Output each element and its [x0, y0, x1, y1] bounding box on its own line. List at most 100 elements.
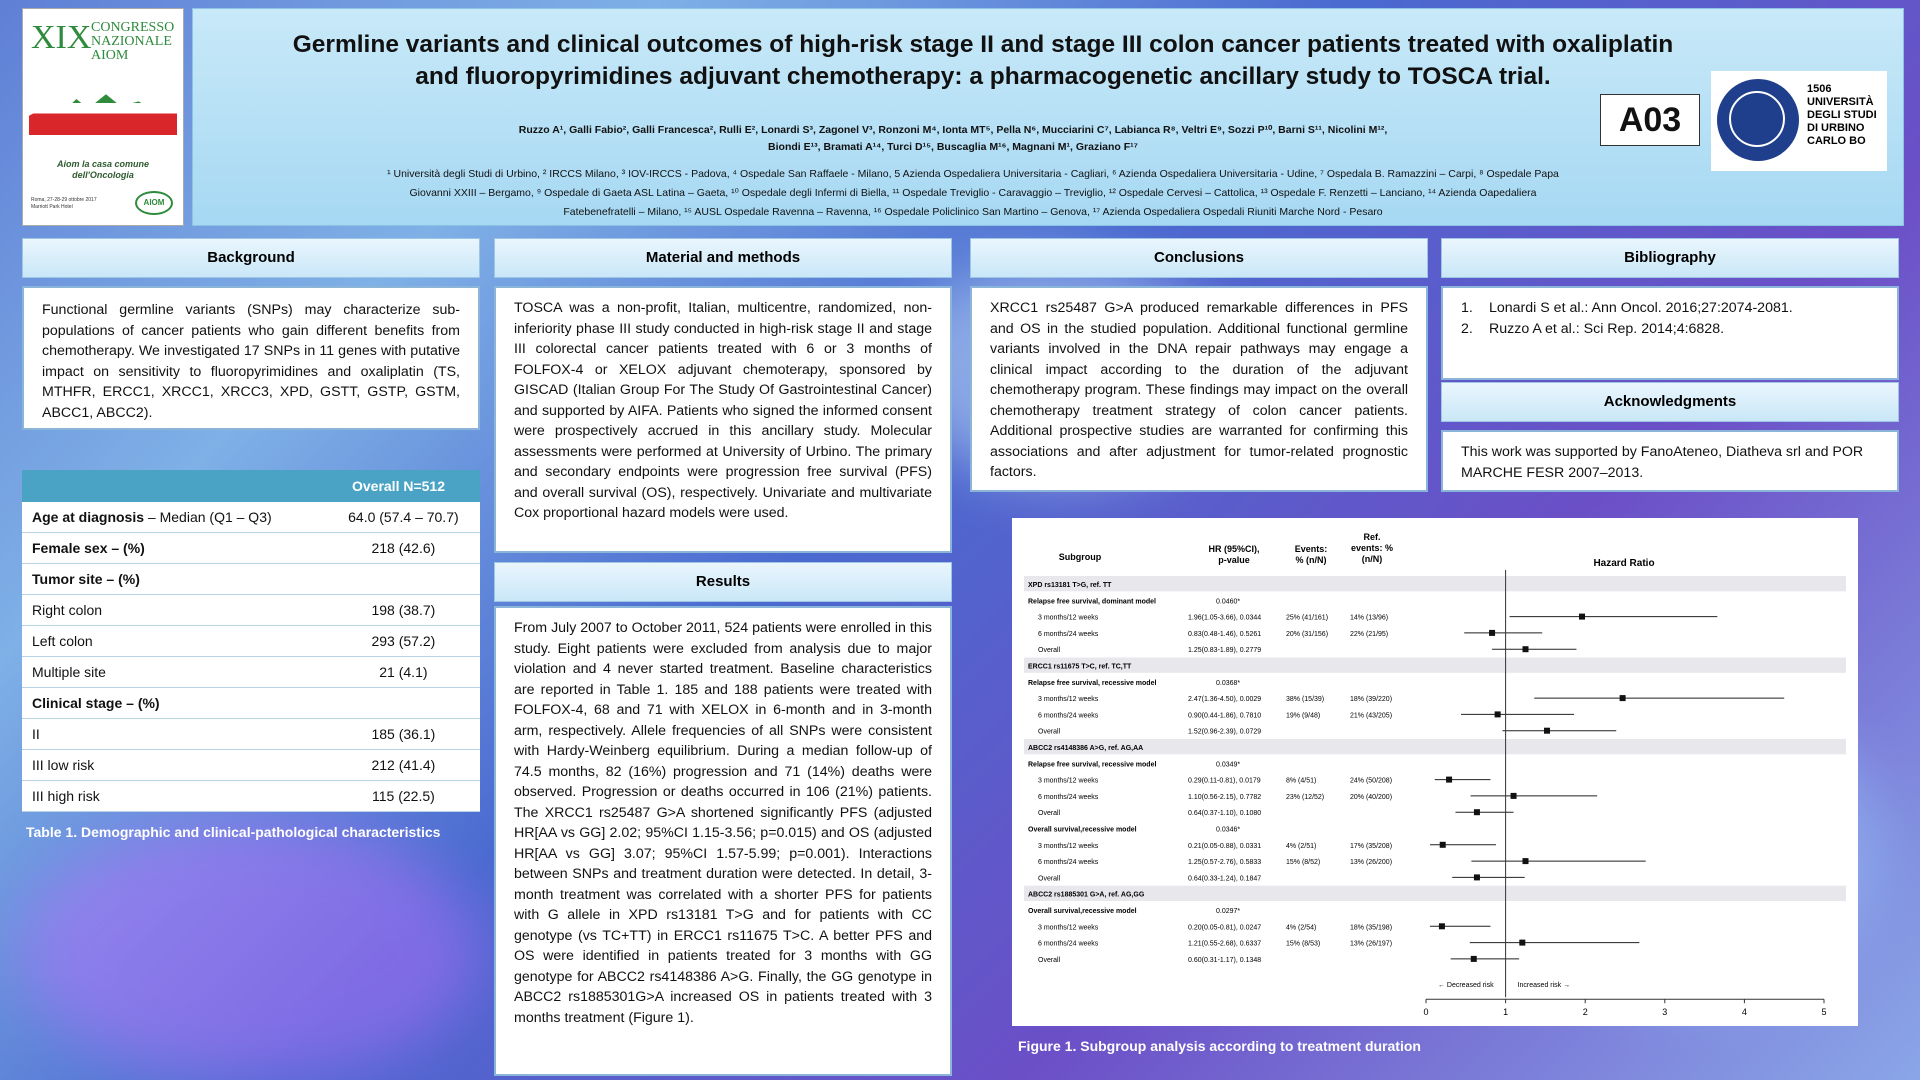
events-value: 20% (31/156)	[1286, 631, 1328, 638]
bibliography-item: 1. Lonardi S et al.: Ann Oncol. 2016;27:2…	[1461, 298, 1879, 319]
column-header-hr: HR (95%CI),	[1208, 544, 1259, 554]
model-label: Relapse free survival, recessive model	[1028, 761, 1156, 768]
results-heading: Results	[494, 562, 952, 602]
age-label: Age at diagnosis	[32, 509, 145, 525]
column-header-ref-events: (n/N)	[1362, 554, 1383, 564]
hr-value: 1.52(0.96-2.39), 0.0729	[1188, 729, 1261, 736]
column-header-events: % (n/N)	[1296, 555, 1327, 565]
events-value: 19% (9/48)	[1286, 712, 1320, 719]
logo-slogan: dell'Oncologia	[72, 170, 134, 180]
hr-point	[1438, 923, 1445, 930]
table-row: Female sex – (%) 218 (42.6)	[22, 532, 480, 564]
table-cell: Tumor site – (%)	[22, 563, 327, 595]
table-cell: 293 (57.2)	[326, 625, 480, 657]
authors-line: Biondi E¹³, Bramati A¹⁴, Turci D¹⁵, Busc…	[768, 141, 1138, 153]
congress-logo: XIX Congresso Nazionale AIOM Aiom la cas…	[22, 8, 184, 226]
row-label: 6 months/24 weeks	[1038, 712, 1099, 719]
hr-value: 0.90(0.44-1.86), 0.7810	[1188, 712, 1261, 719]
section-band	[1024, 576, 1846, 592]
table-cell: Right colon	[22, 594, 327, 626]
results-panel: From July 2007 to October 2011, 524 pati…	[494, 606, 952, 1076]
congress-org: AIOM	[91, 48, 129, 63]
row-label: 3 months/12 weeks	[1038, 924, 1099, 931]
interaction-p-value: 0.0349*	[1216, 761, 1240, 768]
decreased-risk-label: ← Decreased risk	[1438, 982, 1494, 989]
hr-value: 2.47(1.36-4.50), 0.0029	[1188, 696, 1261, 703]
table-cell: 198 (38.7)	[326, 594, 480, 626]
hr-value: 1.96(1.05-3.66), 0.0344	[1188, 615, 1261, 622]
events-value: 23% (12/52)	[1286, 794, 1324, 801]
hr-value: 1.25(0.57-2.76), 0.5833	[1188, 859, 1261, 866]
column-header-hr: p-value	[1218, 555, 1250, 565]
table-header-label: Overall N=512	[351, 478, 445, 494]
hr-point	[1470, 955, 1477, 962]
table-cell	[326, 687, 480, 719]
rome-skyline-graphic	[29, 94, 177, 135]
forest-plot: Subgroup HR (95%CI), p-value Events:% (n/N)…	[1012, 518, 1858, 1026]
bibliography-panel: 1. Lonardi S et al.: Ann Oncol. 2016;27:2…	[1441, 286, 1899, 380]
model-label: Relapse free survival, dominant model	[1028, 598, 1156, 605]
table-cell	[326, 563, 480, 595]
model-label: Overall survival,recessive model	[1028, 827, 1137, 834]
row-label: Overall	[1038, 647, 1061, 654]
row-label: 6 months/24 weeks	[1038, 941, 1099, 948]
hr-value: 0.29(0.11-0.81), 0.0179	[1188, 778, 1261, 785]
table-cell: Left colon	[22, 625, 327, 657]
column-header-ref-events: events: %	[1351, 543, 1393, 553]
events-value: 15% (8/52)	[1286, 859, 1320, 866]
conclusions-panel: XRCC1 rs25487 G>A produced remarkable di…	[970, 286, 1428, 492]
methods-heading: Material and methods	[494, 238, 952, 278]
table-cell: Clinical stage – (%)	[22, 687, 327, 719]
hr-value: 1.25(0.83-1.89), 0.2779	[1188, 647, 1261, 654]
row-label: Overall	[1038, 810, 1061, 817]
bibliography-item: 2. Ruzzo A et al.: Sci Rep. 2014;4:6828.	[1461, 319, 1879, 340]
events-value: 4% (2/51)	[1286, 843, 1316, 850]
bibliography-heading: Bibliography	[1441, 238, 1899, 278]
university-name: DEGLI STUDI	[1807, 109, 1877, 121]
acknowledgments-heading: Acknowledgments	[1441, 382, 1899, 422]
table-body: Age at diagnosis – Median (Q1 – Q3) 64.0…	[22, 502, 480, 812]
acknowledgments-text: This work was supported by FanoAteneo, D…	[1461, 444, 1864, 481]
row-label: 6 months/24 weeks	[1038, 859, 1099, 866]
bibliography-text: Lonardi S et al.: Ann Oncol. 2016;27:207…	[1489, 300, 1793, 316]
table-cell: 21 (4.1)	[326, 656, 480, 688]
events-value: 15% (8/53)	[1286, 941, 1320, 948]
ref-events-value: 13% (26/197)	[1350, 941, 1392, 948]
hr-point	[1522, 646, 1529, 653]
table-cell: Multiple site	[22, 656, 327, 688]
column-header-subgroup: Subgroup	[1059, 552, 1102, 562]
hr-point	[1579, 613, 1586, 620]
table-cell: 185 (36.1)	[326, 718, 480, 750]
ref-events-value: 13% (26/200)	[1350, 859, 1392, 866]
authors-line: Ruzzo A¹, Galli Fabio², Galli Francesca²…	[518, 124, 1388, 136]
table-cell: 64.0 (57.4 – 70.7)	[326, 502, 480, 533]
aiom-badge: AIOM	[135, 191, 173, 215]
hr-point	[1473, 874, 1480, 881]
figure-caption: Figure 1. Subgroup analysis according to…	[1018, 1038, 1421, 1054]
affiliation-line: Giovanni XXIII – Bergamo, ⁹ Ospedale di …	[409, 187, 1537, 199]
table-row: III low risk 212 (41.4)	[22, 749, 480, 781]
acknowledgments-panel: This work was supported by FanoAteneo, D…	[1441, 430, 1899, 492]
conclusions-text: XRCC1 rs25487 G>A produced remarkable di…	[990, 300, 1408, 480]
ref-events-value: 14% (13/96)	[1350, 615, 1388, 622]
affiliation-line: ¹ Università degli Studi di Urbino, ² IR…	[387, 168, 1559, 180]
table-cell: II	[22, 718, 327, 750]
hr-point	[1519, 939, 1526, 946]
section-label: ABCC2 rs1885301 G>A, ref. AG,GG	[1028, 892, 1145, 899]
table-row: III high risk 115 (22.5)	[22, 780, 480, 812]
table-cell: III high risk	[22, 780, 327, 812]
university-seal-icon	[1717, 79, 1799, 161]
table-row: Left colon 293 (57.2)	[22, 625, 480, 657]
increased-risk-label: Increased risk →	[1518, 982, 1571, 989]
table-cell: 212 (41.4)	[326, 749, 480, 781]
hr-point	[1522, 858, 1529, 865]
hr-value: 0.21(0.05-0.88), 0.0331	[1188, 843, 1261, 850]
x-tick-label: 2	[1583, 1007, 1588, 1017]
congress-name: Congresso	[91, 20, 175, 35]
ref-events-value: 20% (40/200)	[1350, 794, 1392, 801]
ref-events-value: 21% (43/205)	[1350, 712, 1392, 719]
row-label: Overall	[1038, 875, 1061, 882]
x-tick-label: 1	[1503, 1007, 1508, 1017]
background-text: Functional germline variants (SNPs) may …	[42, 302, 460, 421]
conclusions-heading: Conclusions	[970, 238, 1428, 278]
